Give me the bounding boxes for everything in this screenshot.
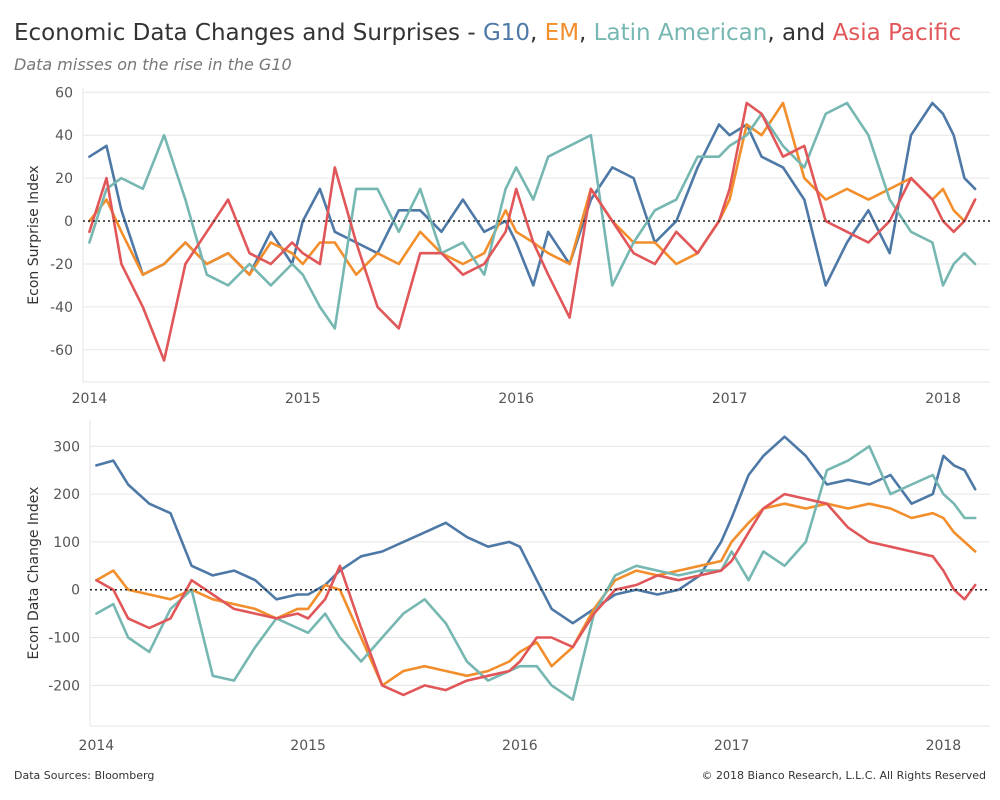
x-tick-label: 2017: [712, 391, 748, 407]
title-em: EM: [544, 20, 580, 46]
data-source-note: Data Sources: Bloomberg: [14, 769, 155, 782]
series-line-apac: [88, 101, 977, 362]
y-tick-label: 40: [55, 128, 73, 144]
x-tick-label: 2018: [926, 738, 962, 754]
y-tick-label: -100: [48, 631, 80, 647]
y-tick-label: -200: [48, 678, 80, 694]
series-line-em: [88, 101, 977, 276]
y-tick-label: 0: [71, 583, 80, 599]
x-tick-label: 2015: [290, 738, 326, 754]
copyright-note: © 2018 Bianco Research, L.L.C. All Right…: [701, 769, 986, 782]
y-tick-label: 20: [55, 171, 73, 187]
series-line-g10: [95, 435, 977, 625]
title-sep3: , and: [767, 20, 833, 46]
x-tick-label: 2016: [498, 391, 534, 407]
title-latam: Latin American: [593, 20, 768, 46]
series-line-latam: [88, 101, 977, 330]
y-tick-label: 100: [53, 535, 80, 551]
title-main: Economic Data Changes and Surprises -: [14, 20, 483, 46]
chart-subtitle: Data misses on the rise in the G10: [14, 55, 292, 74]
x-tick-label: 2017: [714, 738, 750, 754]
x-tick-label: 2016: [502, 738, 538, 754]
y-tick-label: -60: [50, 343, 73, 359]
y-tick-label: 300: [53, 439, 80, 455]
y-tick-label: 0: [64, 214, 73, 230]
chart-title: Economic Data Changes and Surprises - G1…: [14, 20, 961, 46]
title-apac: Asia Pacific: [832, 20, 962, 46]
title-g10: G10: [482, 20, 531, 46]
y-axis-label: Econ Surprise Index: [26, 165, 42, 304]
series-line-latam: [95, 445, 977, 701]
x-tick-label: 2015: [285, 391, 321, 407]
chart-panel-2: 300 200 100 0 -100 -200 2014 2015 2016 2017 2018 Ec…: [26, 420, 990, 754]
series-line-em: [95, 502, 977, 687]
y-axis-label: Econ Data Change Index: [26, 487, 42, 660]
title-sep2: ,: [579, 20, 594, 46]
series-line-apac: [95, 492, 977, 697]
y-tick-label: 200: [53, 487, 80, 503]
x-tick-label: 2014: [72, 391, 108, 407]
chart-panel-1: 60 40 20 0 -20 -40 -60 2014 2015 2016 2017 2018 Econ…: [26, 85, 990, 407]
x-tick-label: 2014: [79, 738, 115, 754]
y-tick-label: -40: [50, 300, 73, 316]
title-sep1: ,: [530, 20, 545, 46]
x-tick-label: 2018: [925, 391, 961, 407]
y-tick-label: 60: [55, 85, 73, 101]
series-line-g10: [88, 101, 977, 287]
y-tick-label: -20: [50, 257, 73, 273]
